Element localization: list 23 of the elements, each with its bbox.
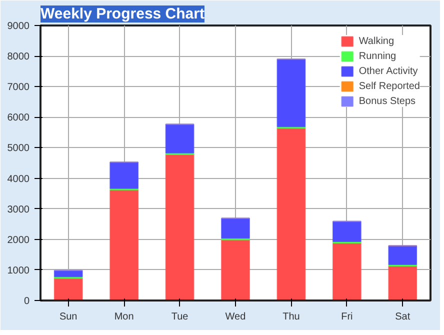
- y-tick-label: 0: [24, 296, 30, 307]
- x-tick-label: Sat: [395, 312, 410, 322]
- legend-label: Running: [358, 50, 396, 62]
- x-tick-label: Thu: [282, 312, 300, 322]
- y-tick-label: 4000: [7, 174, 30, 185]
- x-tick-label: Sun: [59, 312, 78, 322]
- x-tick-label: Mon: [114, 312, 134, 322]
- x-tick-label: Tue: [171, 312, 189, 322]
- legend-label: Self Reported: [358, 80, 420, 92]
- y-tick-label: 1000: [7, 265, 30, 276]
- y-tick-label: 9000: [7, 21, 30, 32]
- legend-label: Walking: [358, 35, 394, 47]
- chart-title: Weekly Progress Chart: [40, 6, 204, 22]
- legend-label: Bonus Steps: [358, 95, 416, 107]
- y-tick-label: 2000: [7, 234, 30, 246]
- x-tick-label: Fri: [341, 312, 353, 322]
- y-tick-label: 8000: [7, 52, 30, 63]
- y-tick-label: 5000: [7, 143, 30, 154]
- y-tick-label: 6000: [7, 112, 30, 124]
- y-tick-label: 3000: [7, 204, 30, 216]
- y-tick-label: 7000: [7, 82, 30, 94]
- legend-label: Other Activity: [358, 65, 418, 77]
- x-tick-label: Wed: [225, 312, 246, 322]
